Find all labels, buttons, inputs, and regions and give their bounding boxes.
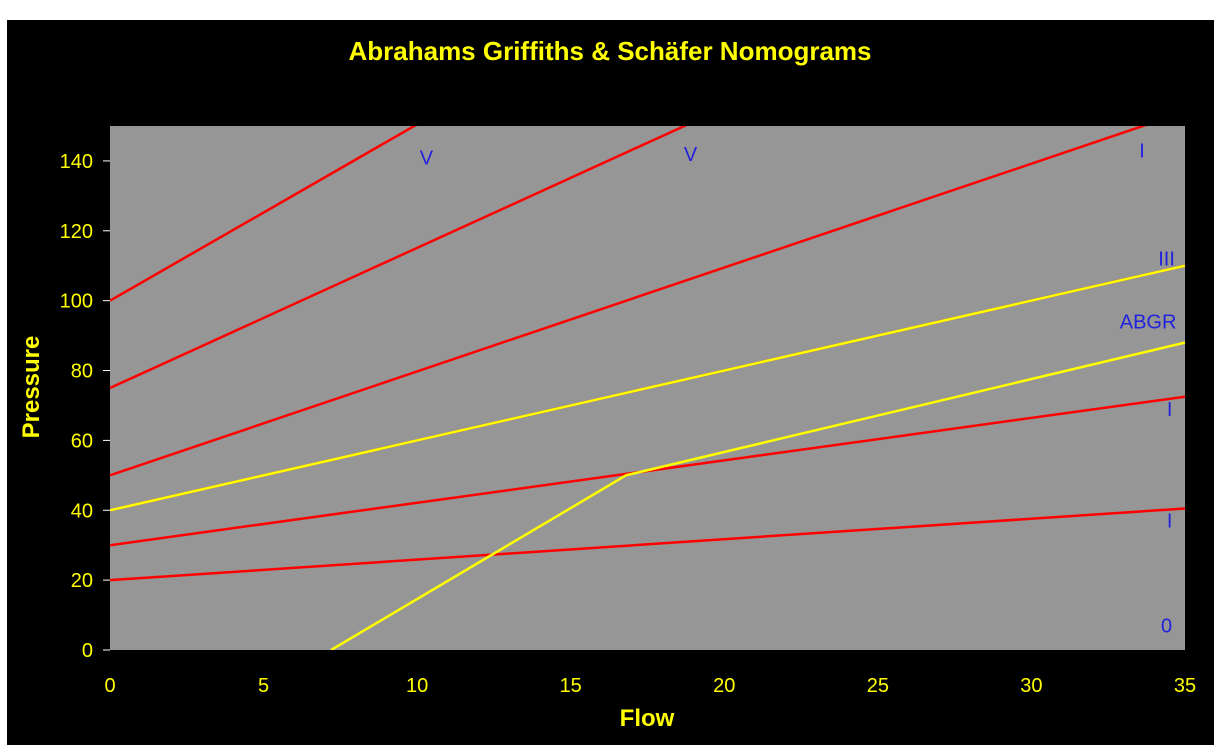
series-line-8 [330,341,1185,650]
region-label-6: I [1167,399,1173,421]
y-tick-label: 0 [82,640,93,662]
series-line-6 [110,126,417,302]
series-layer [110,126,1185,650]
region-label-1: V [420,147,434,169]
region-label-3: I [1139,140,1145,162]
y-tick-label: 80 [71,361,93,383]
y-tick-label: 20 [71,570,93,592]
x-tick-label: 15 [560,675,582,697]
region-label-4: III [1158,249,1175,271]
x-tick-label: 10 [406,675,428,697]
x-tick-label: 0 [104,675,115,697]
y-tick-label: 120 [60,221,93,243]
y-tick-label: 40 [71,500,93,522]
series-line-7 [110,264,1185,512]
series-line-5 [110,126,688,390]
y-tick-label: 60 [71,430,93,452]
chart-title: Abrahams Griffiths & Schäfer Nomograms [348,36,871,66]
region-label-5: ABGR [1120,312,1177,334]
y-tick-label: 100 [60,291,93,313]
x-tick-label: 20 [713,675,735,697]
region-label-8: 0 [1161,616,1172,638]
x-tick-label: 5 [258,675,269,697]
y-axis-ticks: 0 20 40 60 80 100 120 140 [60,151,110,662]
x-tick-label: 30 [1020,675,1042,697]
x-tick-label: 25 [867,675,889,697]
series-line-1 [110,507,1185,582]
x-axis-title: Flow [620,705,675,732]
region-label-7: I [1167,511,1173,533]
y-tick-label: 140 [60,151,93,173]
series-line-4 [110,126,1147,477]
x-tick-label: 35 [1174,675,1196,697]
y-axis-title: Pressure [18,336,45,439]
x-axis-ticks: 0 5 10 15 20 25 30 35 [104,675,1196,697]
region-label-2: V [684,144,698,166]
